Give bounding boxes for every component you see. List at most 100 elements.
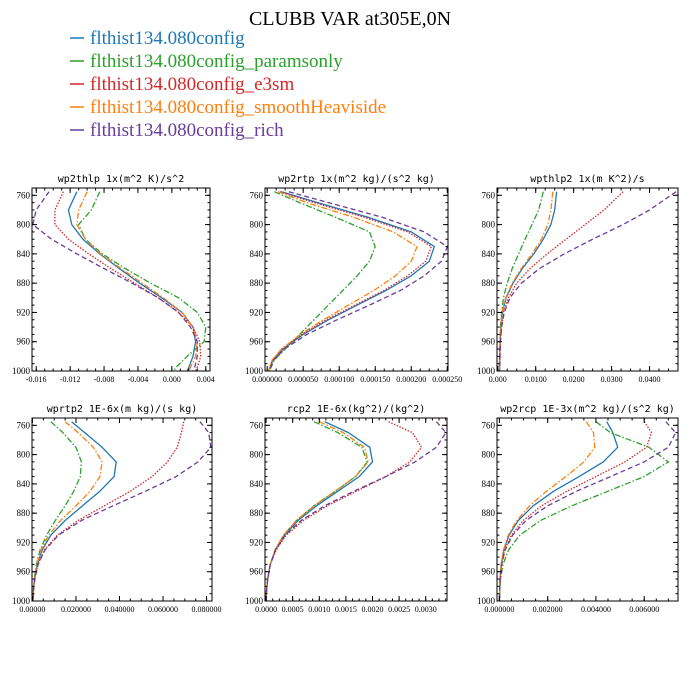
y-tick-label: 760 <box>250 420 264 430</box>
x-tick-label: 0.0030 <box>415 605 437 614</box>
y-tick-label: 960 <box>250 567 264 577</box>
series-line <box>268 191 376 371</box>
y-tick-label: 840 <box>17 479 31 489</box>
x-tick-label: 0.000000 <box>484 605 514 614</box>
chart-panel: wp2rtp 1x(m^2 kg)/(s^2 kg) 1000 960 920 880 8… <box>245 174 462 384</box>
y-tick-label: 1000 <box>245 366 264 376</box>
chart-panel: wp2thlp 1x(m^2 K)/s^2 1000 960 920 880 840 800… <box>12 174 215 384</box>
x-tick-label: 0.004 <box>197 375 215 384</box>
x-tick-label: 0.006000 <box>629 605 659 614</box>
panel-title: wp2rcp 1E-3x(m^2 kg)/(s^2 kg) <box>500 404 675 415</box>
y-tick-label: 800 <box>482 450 496 460</box>
x-tick-label: 0.000100 <box>324 375 354 384</box>
x-tick-label: 0.0025 <box>388 605 410 614</box>
y-tick-label: 960 <box>250 337 264 347</box>
x-tick-label: 0.0010 <box>308 605 330 614</box>
x-tick-label: 0.000000 <box>252 375 282 384</box>
x-tick-label: 0.000250 <box>432 375 462 384</box>
series-line <box>498 191 544 371</box>
x-tick-label: -0.016 <box>26 375 47 384</box>
y-tick-label: 960 <box>17 337 31 347</box>
series-line <box>76 191 198 371</box>
x-tick-label: 0.000150 <box>360 375 390 384</box>
y-tick-label: 920 <box>482 537 496 547</box>
y-tick-label: 800 <box>17 220 31 230</box>
x-tick-label: 0.000 <box>489 375 507 384</box>
axes-frame <box>264 417 448 602</box>
y-tick-label: 1000 <box>477 596 496 606</box>
axes-frame <box>496 187 679 372</box>
y-tick-label: 800 <box>17 450 31 460</box>
axes-frame <box>31 187 211 372</box>
legend-label: flthist134.080config_smoothHeaviside <box>90 97 386 118</box>
y-tick-label: 960 <box>17 567 31 577</box>
legend-label: flthist134.080config <box>90 28 245 49</box>
series-line <box>32 191 198 371</box>
series-line <box>265 421 369 601</box>
y-tick-label: 1000 <box>12 596 31 606</box>
panels: wp2thlp 1x(m^2 K)/s^2 1000 960 920 880 840 800… <box>12 174 679 614</box>
panel-title: wp2thlp 1x(m^2 K)/s^2 <box>58 174 184 185</box>
legend-label: flthist134.080config_e3sm <box>90 74 294 95</box>
y-tick-label: 920 <box>250 537 264 547</box>
y-tick-label: 960 <box>482 337 496 347</box>
x-tick-label: 0.020000 <box>61 605 91 614</box>
y-tick-label: 840 <box>482 479 496 489</box>
x-tick-label: 0.0300 <box>601 375 623 384</box>
series-line <box>498 421 596 601</box>
y-tick-label: 840 <box>17 249 31 259</box>
y-tick-label: 760 <box>250 190 264 200</box>
y-tick-label: 960 <box>482 567 496 577</box>
x-tick-label: 0.0400 <box>639 375 661 384</box>
legend: flthist134.080configflthist134.080config… <box>70 28 386 141</box>
x-tick-label: -0.004 <box>128 375 149 384</box>
y-tick-label: 760 <box>482 190 496 200</box>
series-line <box>67 191 197 371</box>
y-tick-label: 760 <box>17 190 31 200</box>
axes-frame <box>31 417 213 602</box>
chart-panel: rcp2 1E-6x(kg^2)/(kg^2) 1000 960 920 880 840 8… <box>245 404 448 614</box>
y-tick-label: 880 <box>482 278 496 288</box>
y-tick-label: 800 <box>250 220 264 230</box>
legend-label: flthist134.080config_paramsonly <box>90 51 343 72</box>
x-tick-label: 0.080000 <box>192 605 222 614</box>
x-tick-label: 0.000200 <box>396 375 426 384</box>
x-tick-label: 0.0015 <box>335 605 357 614</box>
axes-frame <box>496 417 679 602</box>
axes-frame <box>264 187 449 372</box>
chart-panel: wprtp2 1E-6x(m kg)/(s kg) 1000 960 920 880 84… <box>12 404 222 614</box>
x-tick-label: 0.0200 <box>563 375 585 384</box>
series-line <box>77 191 207 371</box>
y-tick-label: 1000 <box>245 596 264 606</box>
y-tick-label: 840 <box>250 249 264 259</box>
series-line <box>265 421 423 601</box>
y-tick-label: 1000 <box>477 366 496 376</box>
x-tick-label: 0.00000 <box>19 605 45 614</box>
chart-panel: wp2rcp 1E-3x(m^2 kg)/(s^2 kg) 1000 960 920 8… <box>477 404 679 614</box>
y-tick-label: 880 <box>250 508 264 518</box>
y-tick-label: 800 <box>250 450 264 460</box>
y-tick-label: 880 <box>482 508 496 518</box>
series-line <box>265 421 447 601</box>
panel-title: wpthlp2 1x(m K^2)/s <box>530 174 644 185</box>
x-tick-label: -0.008 <box>94 375 115 384</box>
y-tick-label: 880 <box>17 508 31 518</box>
series-line <box>498 421 653 601</box>
series-line <box>267 191 418 371</box>
y-tick-label: 760 <box>17 420 31 430</box>
x-tick-label: 0.0100 <box>525 375 547 384</box>
series-line <box>498 421 677 601</box>
panel-title: rcp2 1E-6x(kg^2)/(kg^2) <box>287 404 425 415</box>
y-tick-label: 800 <box>482 220 496 230</box>
series-line <box>32 421 212 601</box>
series-line <box>32 421 83 601</box>
x-tick-label: 0.060000 <box>148 605 178 614</box>
series-line <box>32 421 185 601</box>
series-line <box>32 421 117 601</box>
series-line <box>32 421 103 601</box>
series-line <box>499 191 624 371</box>
x-tick-label: -0.012 <box>60 375 81 384</box>
y-tick-label: 1000 <box>12 366 31 376</box>
x-tick-label: 0.0000 <box>255 605 277 614</box>
